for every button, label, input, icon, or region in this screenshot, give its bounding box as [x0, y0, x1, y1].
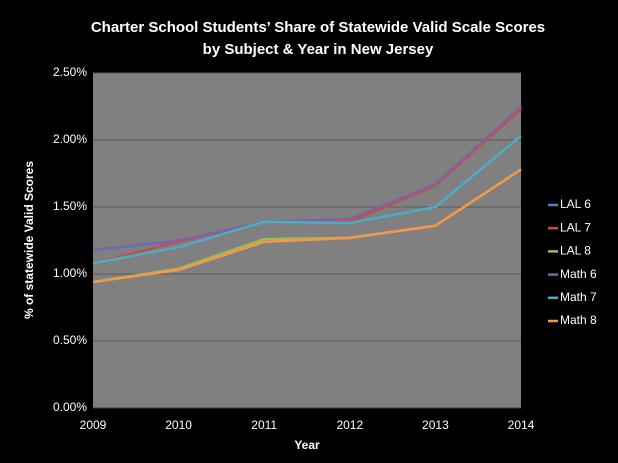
y-axis-title: % of statewide Valid Scores: [22, 161, 36, 319]
y-tick-label: 1.50%: [53, 199, 87, 213]
x-tick-label: 2011: [251, 418, 277, 432]
x-tick-label: 2010: [165, 418, 192, 432]
x-tick-label: 2014: [508, 418, 535, 432]
y-tick-label: 1.00%: [53, 266, 87, 280]
x-axis-title: Year: [294, 438, 320, 452]
y-tick-label: 2.50%: [53, 65, 87, 79]
legend-label: Math 7: [560, 290, 597, 304]
legend-label: LAL 7: [560, 220, 591, 234]
legend-label: Math 8: [560, 313, 597, 327]
y-tick-label: 2.00%: [53, 132, 87, 146]
chart-title: Charter School Students’ Share of Statew…: [91, 19, 545, 36]
series-line: [92, 168, 522, 284]
chart-subtitle: by Subject & Year in New Jersey: [203, 41, 434, 58]
y-tick-label: 0.50%: [53, 333, 87, 347]
x-tick-label: 2013: [422, 418, 449, 432]
series-line: [92, 135, 522, 265]
legend-label: Math 6: [560, 267, 597, 281]
legend-label: LAL 6: [560, 197, 591, 211]
series-line: [92, 105, 522, 252]
legend-label: LAL 8: [560, 244, 591, 258]
x-tick-label: 2012: [336, 418, 363, 432]
x-tick-label: 2009: [80, 418, 107, 432]
y-tick-label: 0.00%: [53, 400, 87, 414]
